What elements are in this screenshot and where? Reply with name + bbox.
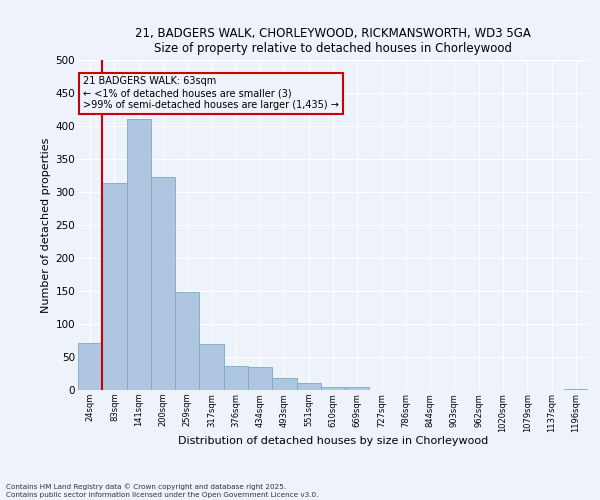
Bar (272, 378, 296, 390)
Text: 21 BADGERS WALK: 63sqm
← <1% of detached houses are smaller (3)
>99% of semi-det: 21 BADGERS WALK: 63sqm ← <1% of detached… (83, 76, 339, 110)
Title: 21, BADGERS WALK, CHORLEYWOOD, RICKMANSWORTH, WD3 5GA
Size of property relative : 21, BADGERS WALK, CHORLEYWOOD, RICKMANSW… (135, 26, 531, 54)
Bar (345, 386, 370, 390)
Bar (224, 366, 248, 390)
Y-axis label: Number of detached properties: Number of detached properties (41, 138, 52, 312)
X-axis label: Distribution of detached houses by size in Chorleywood: Distribution of detached houses by size … (178, 436, 488, 446)
Bar (248, 367, 272, 390)
Bar (321, 386, 345, 390)
Bar (127, 120, 151, 390)
Bar (102, 184, 127, 390)
Bar (151, 177, 175, 390)
Text: Contains HM Land Registry data © Crown copyright and database right 2025.
Contai: Contains HM Land Registry data © Crown c… (6, 484, 319, 498)
Bar (296, 382, 321, 390)
Bar (199, 344, 224, 390)
Bar (78, 343, 102, 390)
Bar (175, 292, 199, 390)
